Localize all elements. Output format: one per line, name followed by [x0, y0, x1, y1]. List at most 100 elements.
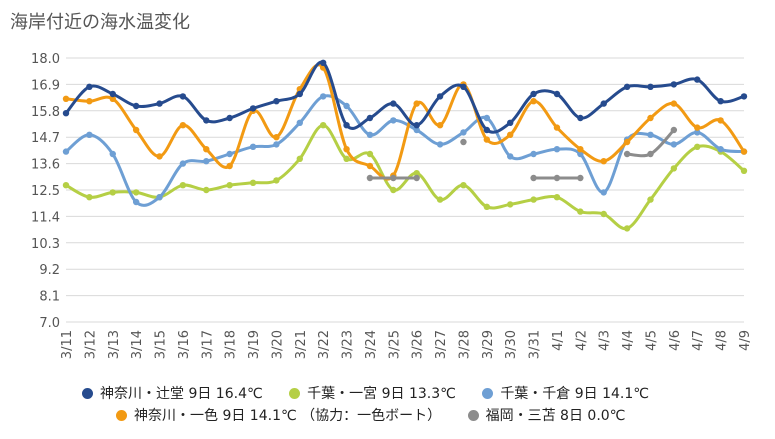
legend-dot-icon [289, 387, 301, 399]
data-point [530, 90, 537, 98]
x-tick-label: 3/25 [387, 330, 402, 359]
legend-row-1: 神奈川・辻堂 9日 16.4℃ 千葉・一宮 9日 13.3℃ 千葉・千倉 9日 … [82, 383, 671, 403]
data-point [203, 186, 210, 194]
legend-dot-icon [482, 387, 494, 399]
data-point [647, 150, 654, 158]
data-point [366, 174, 374, 182]
data-point [343, 102, 350, 110]
y-tick-label: 8.1 [39, 290, 60, 305]
data-point [390, 186, 397, 194]
y-tick-label: 7.0 [39, 316, 60, 331]
data-point [413, 170, 420, 177]
data-point [179, 182, 187, 189]
x-tick-label: 3/20 [270, 330, 285, 359]
data-point [390, 100, 397, 107]
x-tick-label: 3/17 [200, 330, 215, 359]
data-point [390, 174, 397, 182]
data-point [109, 95, 116, 103]
data-point [226, 182, 233, 189]
series-line [64, 60, 745, 134]
data-point [460, 138, 467, 146]
legend-item-chikura: 千葉・千倉 9日 14.1℃ [482, 383, 649, 403]
series-2 [62, 93, 748, 207]
data-point [319, 59, 327, 66]
data-point [296, 119, 303, 127]
data-point [109, 150, 116, 158]
data-point [273, 177, 280, 184]
data-point [62, 182, 70, 189]
data-point [670, 100, 678, 107]
legend-label: 神奈川・一色 9日 14.1℃ （協力：一色ボート） [134, 408, 442, 424]
x-tick-label: 3/18 [224, 330, 239, 359]
data-point [86, 194, 93, 201]
data-point [740, 167, 748, 174]
legend-item-ichinomiya: 千葉・一宮 9日 13.3℃ [289, 383, 456, 403]
data-point [203, 158, 210, 165]
data-point [436, 93, 444, 100]
data-point [366, 150, 374, 158]
data-point [553, 124, 561, 131]
data-point [156, 194, 163, 201]
y-tick-label: 9.2 [39, 263, 60, 278]
data-point [86, 98, 93, 105]
y-tick-label: 12.5 [31, 184, 60, 199]
series-1 [62, 122, 748, 232]
data-point [366, 131, 374, 138]
y-tick-label: 15.8 [31, 105, 60, 120]
data-point [553, 90, 561, 98]
data-point [577, 150, 584, 158]
legend-dot-icon [116, 409, 127, 421]
legend-label: 千葉・千倉 9日 14.1℃ [500, 386, 650, 402]
data-point [717, 98, 724, 105]
data-point [483, 136, 491, 143]
data-point [553, 146, 561, 153]
data-point [62, 95, 70, 103]
data-point [740, 148, 748, 155]
data-point [577, 208, 584, 215]
data-point [600, 189, 607, 196]
data-point [436, 196, 444, 203]
legend-item-mitoma: 福岡・三苫 8日 0.0℃ [467, 405, 625, 425]
data-point [670, 141, 678, 148]
x-axis-ticks: 3/11 3/12 3/13 3/14 3/15 3/16 3/17 3/18 3/19 3/20… [60, 330, 753, 359]
data-point [203, 117, 210, 124]
data-point [717, 146, 724, 153]
data-point [343, 155, 350, 162]
data-point [62, 110, 70, 117]
data-point [390, 117, 397, 124]
data-point [86, 83, 93, 91]
legend-dot-icon [82, 387, 93, 399]
data-point [600, 210, 607, 218]
data-point [132, 189, 140, 196]
data-point [483, 126, 491, 134]
x-tick-label: 3/30 [504, 330, 519, 359]
data-point [694, 124, 701, 131]
data-point [740, 93, 748, 100]
data-point [507, 119, 514, 127]
x-tick-label: 3/29 [481, 330, 496, 359]
data-point [647, 131, 654, 138]
data-point [62, 148, 70, 155]
data-point [296, 90, 303, 98]
data-point [319, 93, 327, 100]
data-point [694, 76, 701, 83]
data-point [366, 162, 374, 170]
x-tick-label: 4/4 [621, 330, 636, 351]
x-tick-label: 4/2 [574, 330, 589, 351]
data-point [226, 162, 233, 170]
grid-lines [66, 57, 744, 323]
series-line [65, 94, 745, 207]
x-tick-label: 4/1 [551, 330, 566, 351]
data-point [436, 122, 444, 129]
data-point [366, 114, 374, 122]
data-point [530, 174, 537, 182]
data-point [553, 174, 561, 182]
data-point [530, 98, 537, 105]
y-tick-label: 13.6 [31, 158, 60, 173]
x-tick-label: 3/31 [528, 330, 543, 359]
data-point [413, 122, 420, 129]
legend-item-tsujido: 神奈川・辻堂 9日 16.4℃ [82, 383, 263, 403]
data-point [670, 165, 678, 172]
data-point [623, 225, 631, 232]
